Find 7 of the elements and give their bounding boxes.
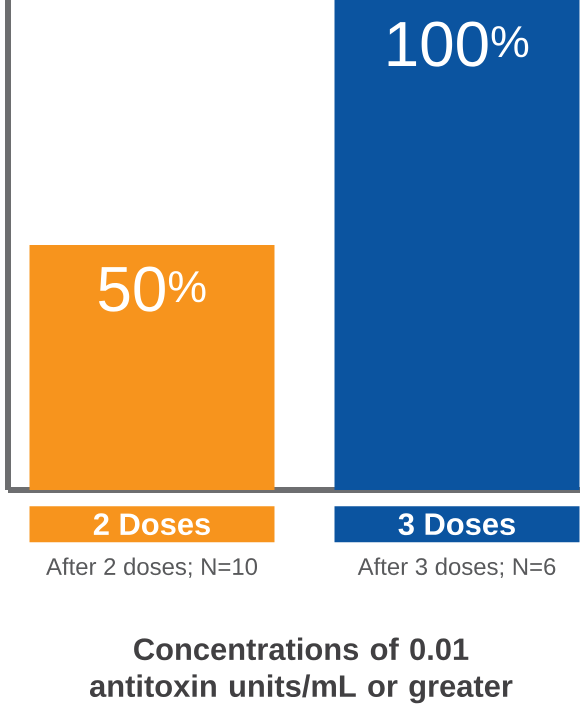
data-label: 50$^{%}$ (98, 266, 206, 312)
data-label: 100$^{%}$ (388, 22, 528, 67)
x-tick-label: 3 Doses (398, 513, 515, 536)
x-axis-title: Concentrations of 0.01 antitoxin units/mL or greater (90, 638, 512, 704)
x-tick-label: 2 Doses (94, 513, 210, 536)
text: After 2 doses; N=10 (46, 558, 258, 578)
text: After 3 doses; N=6 (358, 558, 556, 578)
